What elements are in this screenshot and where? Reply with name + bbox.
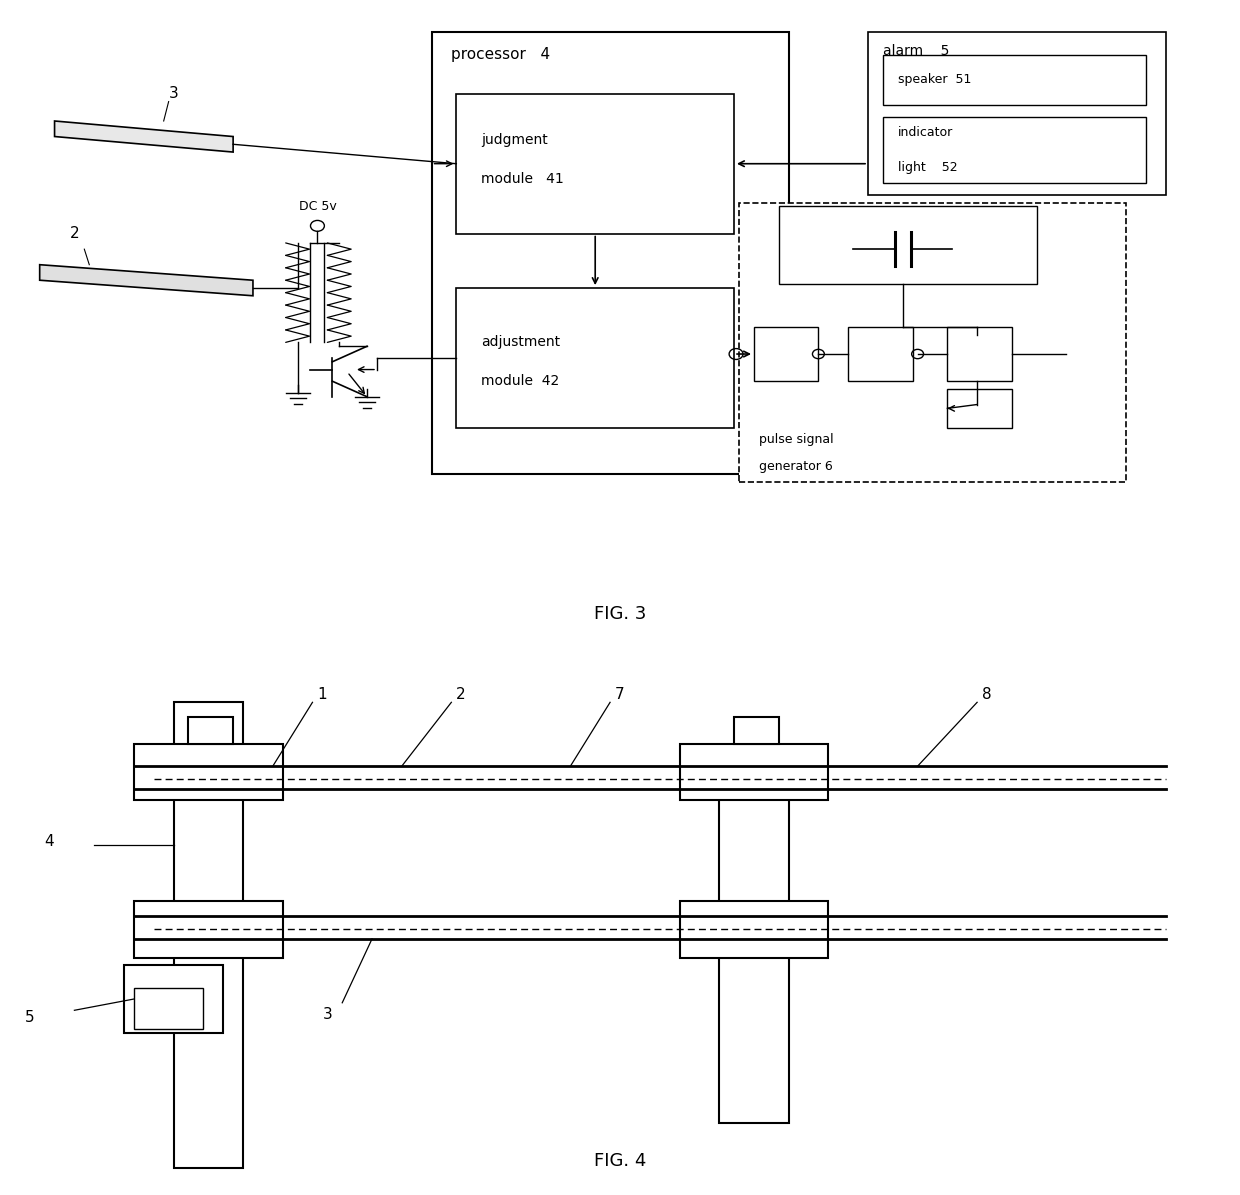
Bar bbox=[779, 207, 1037, 284]
Bar bbox=[848, 327, 913, 381]
Bar bbox=[719, 770, 789, 1123]
Bar bbox=[456, 288, 734, 428]
Bar bbox=[754, 327, 818, 381]
Text: module   41: module 41 bbox=[481, 172, 564, 186]
Text: judgment: judgment bbox=[481, 134, 548, 147]
Bar bbox=[456, 94, 734, 234]
Bar bbox=[680, 743, 828, 799]
Text: adjustment: adjustment bbox=[481, 336, 560, 349]
Bar bbox=[883, 55, 1146, 105]
Text: 2: 2 bbox=[69, 226, 79, 241]
Text: DC 5v: DC 5v bbox=[299, 200, 336, 213]
Bar bbox=[124, 966, 223, 1032]
Bar bbox=[868, 32, 1166, 195]
Text: FIG. 4: FIG. 4 bbox=[594, 1152, 646, 1170]
Bar bbox=[947, 390, 1012, 428]
Text: speaker  51: speaker 51 bbox=[898, 73, 971, 86]
Text: 8: 8 bbox=[982, 687, 992, 703]
Bar bbox=[734, 717, 779, 743]
Bar bbox=[174, 703, 243, 1168]
Text: 7: 7 bbox=[615, 687, 625, 703]
Text: alarm    5: alarm 5 bbox=[883, 44, 950, 59]
Bar bbox=[883, 117, 1146, 183]
Bar bbox=[188, 717, 233, 743]
Bar bbox=[134, 988, 203, 1029]
Text: 2: 2 bbox=[456, 687, 466, 703]
Bar bbox=[739, 203, 1126, 483]
Text: FIG. 3: FIG. 3 bbox=[594, 605, 646, 624]
Text: 4: 4 bbox=[45, 834, 55, 848]
Text: module  42: module 42 bbox=[481, 374, 559, 388]
Bar bbox=[134, 901, 283, 957]
Bar bbox=[432, 32, 789, 474]
Text: indicator: indicator bbox=[898, 127, 954, 139]
Polygon shape bbox=[40, 265, 253, 296]
Text: generator 6: generator 6 bbox=[759, 460, 832, 473]
Bar bbox=[134, 743, 283, 799]
Text: processor   4: processor 4 bbox=[451, 48, 551, 62]
Text: 3: 3 bbox=[169, 86, 179, 102]
Text: pulse signal: pulse signal bbox=[759, 433, 833, 446]
Bar bbox=[680, 901, 828, 957]
Polygon shape bbox=[55, 121, 233, 152]
Text: light    52: light 52 bbox=[898, 161, 957, 174]
Bar bbox=[947, 327, 1012, 381]
Text: 1: 1 bbox=[317, 687, 327, 703]
Text: 3: 3 bbox=[322, 1006, 332, 1022]
Text: 5: 5 bbox=[25, 1010, 35, 1025]
